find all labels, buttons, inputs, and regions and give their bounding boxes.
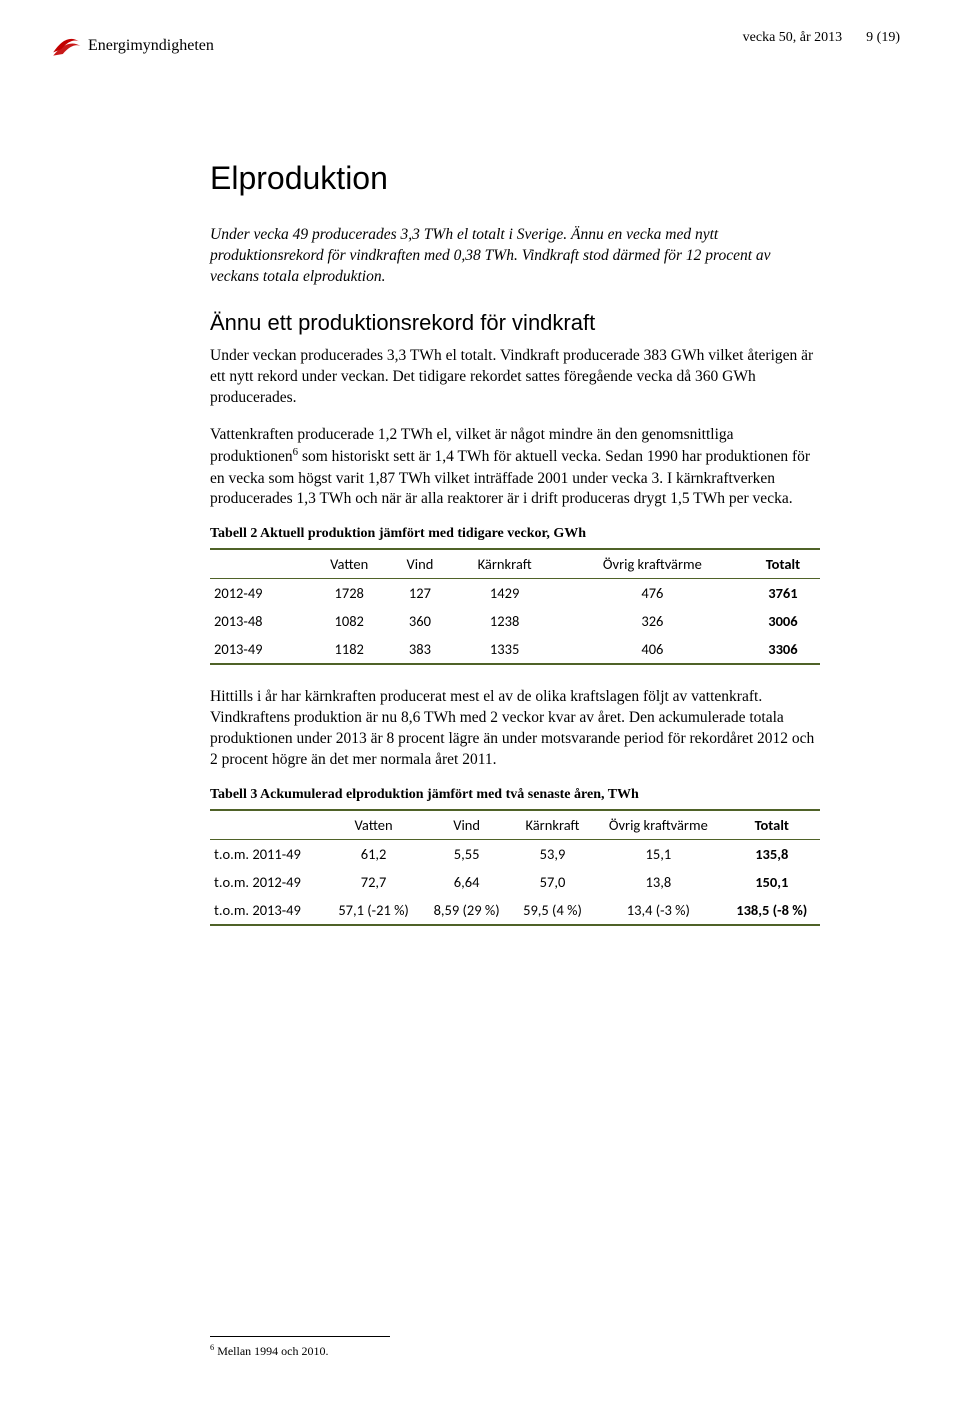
- cell: 406: [559, 635, 746, 664]
- cell: 1182: [309, 635, 390, 664]
- cell: 3006: [746, 607, 820, 635]
- col-header: Vind: [421, 810, 511, 840]
- col-header: Vatten: [309, 549, 390, 579]
- cell: 1082: [309, 607, 390, 635]
- table-header-row: Vatten Vind Kärnkraft Övrig kraftvärme T…: [210, 549, 820, 579]
- table2-caption: Tabell 3 Ackumulerad elproduktion jämför…: [210, 787, 820, 803]
- page-number: 9 (19): [866, 30, 900, 46]
- col-header: [210, 549, 309, 579]
- cell: 2013-48: [210, 607, 309, 635]
- col-header: Kärnkraft: [450, 549, 559, 579]
- cell: 1238: [450, 607, 559, 635]
- cell: 127: [390, 579, 451, 608]
- col-header: Totalt: [724, 810, 820, 840]
- cell: 15,1: [593, 840, 723, 869]
- cell: 8,59 (29 %): [421, 896, 511, 925]
- page-header-right: vecka 50, år 2013 9 (19): [743, 30, 900, 46]
- week-label: vecka 50, år 2013: [743, 30, 843, 46]
- cell: 6,64: [421, 868, 511, 896]
- cell: 3761: [746, 579, 820, 608]
- footnote-separator: [210, 1336, 390, 1337]
- cell: 2013-49: [210, 635, 309, 664]
- page-title: Elproduktion: [210, 160, 820, 197]
- table-row: t.o.m. 2012-49 72,7 6,64 57,0 13,8 150,1: [210, 868, 820, 896]
- cell: 72,7: [326, 868, 422, 896]
- paragraph-1: Under veckan producerades 3,3 TWh el tot…: [210, 346, 820, 409]
- logo-icon: [50, 30, 82, 62]
- cell: 135,8: [724, 840, 820, 869]
- cell: 150,1: [724, 868, 820, 896]
- table-row: 2013-49 1182 383 1335 406 3306: [210, 635, 820, 664]
- cell: 476: [559, 579, 746, 608]
- cell: 138,5 (-8 %): [724, 896, 820, 925]
- col-header: Vatten: [326, 810, 422, 840]
- table-header-row: Vatten Vind Kärnkraft Övrig kraftvärme T…: [210, 810, 820, 840]
- cell: 57,1 (-21 %): [326, 896, 422, 925]
- cell: 1728: [309, 579, 390, 608]
- cell: 5,55: [421, 840, 511, 869]
- col-header: Övrig kraftvärme: [593, 810, 723, 840]
- cell: 1429: [450, 579, 559, 608]
- table-row: t.o.m. 2013-49 57,1 (-21 %) 8,59 (29 %) …: [210, 896, 820, 925]
- logo-text: Energimyndigheten: [88, 37, 214, 55]
- paragraph-2: Vattenkraften producerade 1,2 TWh el, vi…: [210, 425, 820, 511]
- logo: Energimyndigheten: [50, 30, 214, 62]
- col-header: Övrig kraftvärme: [559, 549, 746, 579]
- cell: 1335: [450, 635, 559, 664]
- cell: 383: [390, 635, 451, 664]
- section-heading: Ännu ett produktionsrekord för vindkraft: [210, 310, 820, 336]
- cell: t.o.m. 2011-49: [210, 840, 326, 869]
- table-1: Vatten Vind Kärnkraft Övrig kraftvärme T…: [210, 548, 820, 665]
- intro-paragraph: Under vecka 49 producerades 3,3 TWh el t…: [210, 225, 820, 288]
- table-row: t.o.m. 2011-49 61,2 5,55 53,9 15,1 135,8: [210, 840, 820, 869]
- col-header: Totalt: [746, 549, 820, 579]
- cell: 53,9: [512, 840, 593, 869]
- cell: t.o.m. 2013-49: [210, 896, 326, 925]
- col-header: Kärnkraft: [512, 810, 593, 840]
- cell: 57,0: [512, 868, 593, 896]
- para2-part-b: som historiskt sett är 1,4 TWh för aktue…: [210, 449, 810, 508]
- footnote-text: Mellan 1994 och 2010.: [214, 1344, 328, 1358]
- main-content: Elproduktion Under vecka 49 producerades…: [210, 160, 820, 948]
- cell: 61,2: [326, 840, 422, 869]
- cell: t.o.m. 2012-49: [210, 868, 326, 896]
- footnote: 6 Mellan 1994 och 2010.: [210, 1343, 329, 1359]
- cell: 3306: [746, 635, 820, 664]
- cell: 326: [559, 607, 746, 635]
- cell: 13,4 (-3 %): [593, 896, 723, 925]
- table-row: 2013-48 1082 360 1238 326 3006: [210, 607, 820, 635]
- table-row: 2012-49 1728 127 1429 476 3761: [210, 579, 820, 608]
- cell: 360: [390, 607, 451, 635]
- table1-caption: Tabell 2 Aktuell produktion jämfört med …: [210, 526, 820, 542]
- col-header: [210, 810, 326, 840]
- cell: 59,5 (4 %): [512, 896, 593, 925]
- paragraph-3: Hittills i år har kärnkraften producerat…: [210, 687, 820, 771]
- cell: 2012-49: [210, 579, 309, 608]
- col-header: Vind: [390, 549, 451, 579]
- table-2: Vatten Vind Kärnkraft Övrig kraftvärme T…: [210, 809, 820, 926]
- cell: 13,8: [593, 868, 723, 896]
